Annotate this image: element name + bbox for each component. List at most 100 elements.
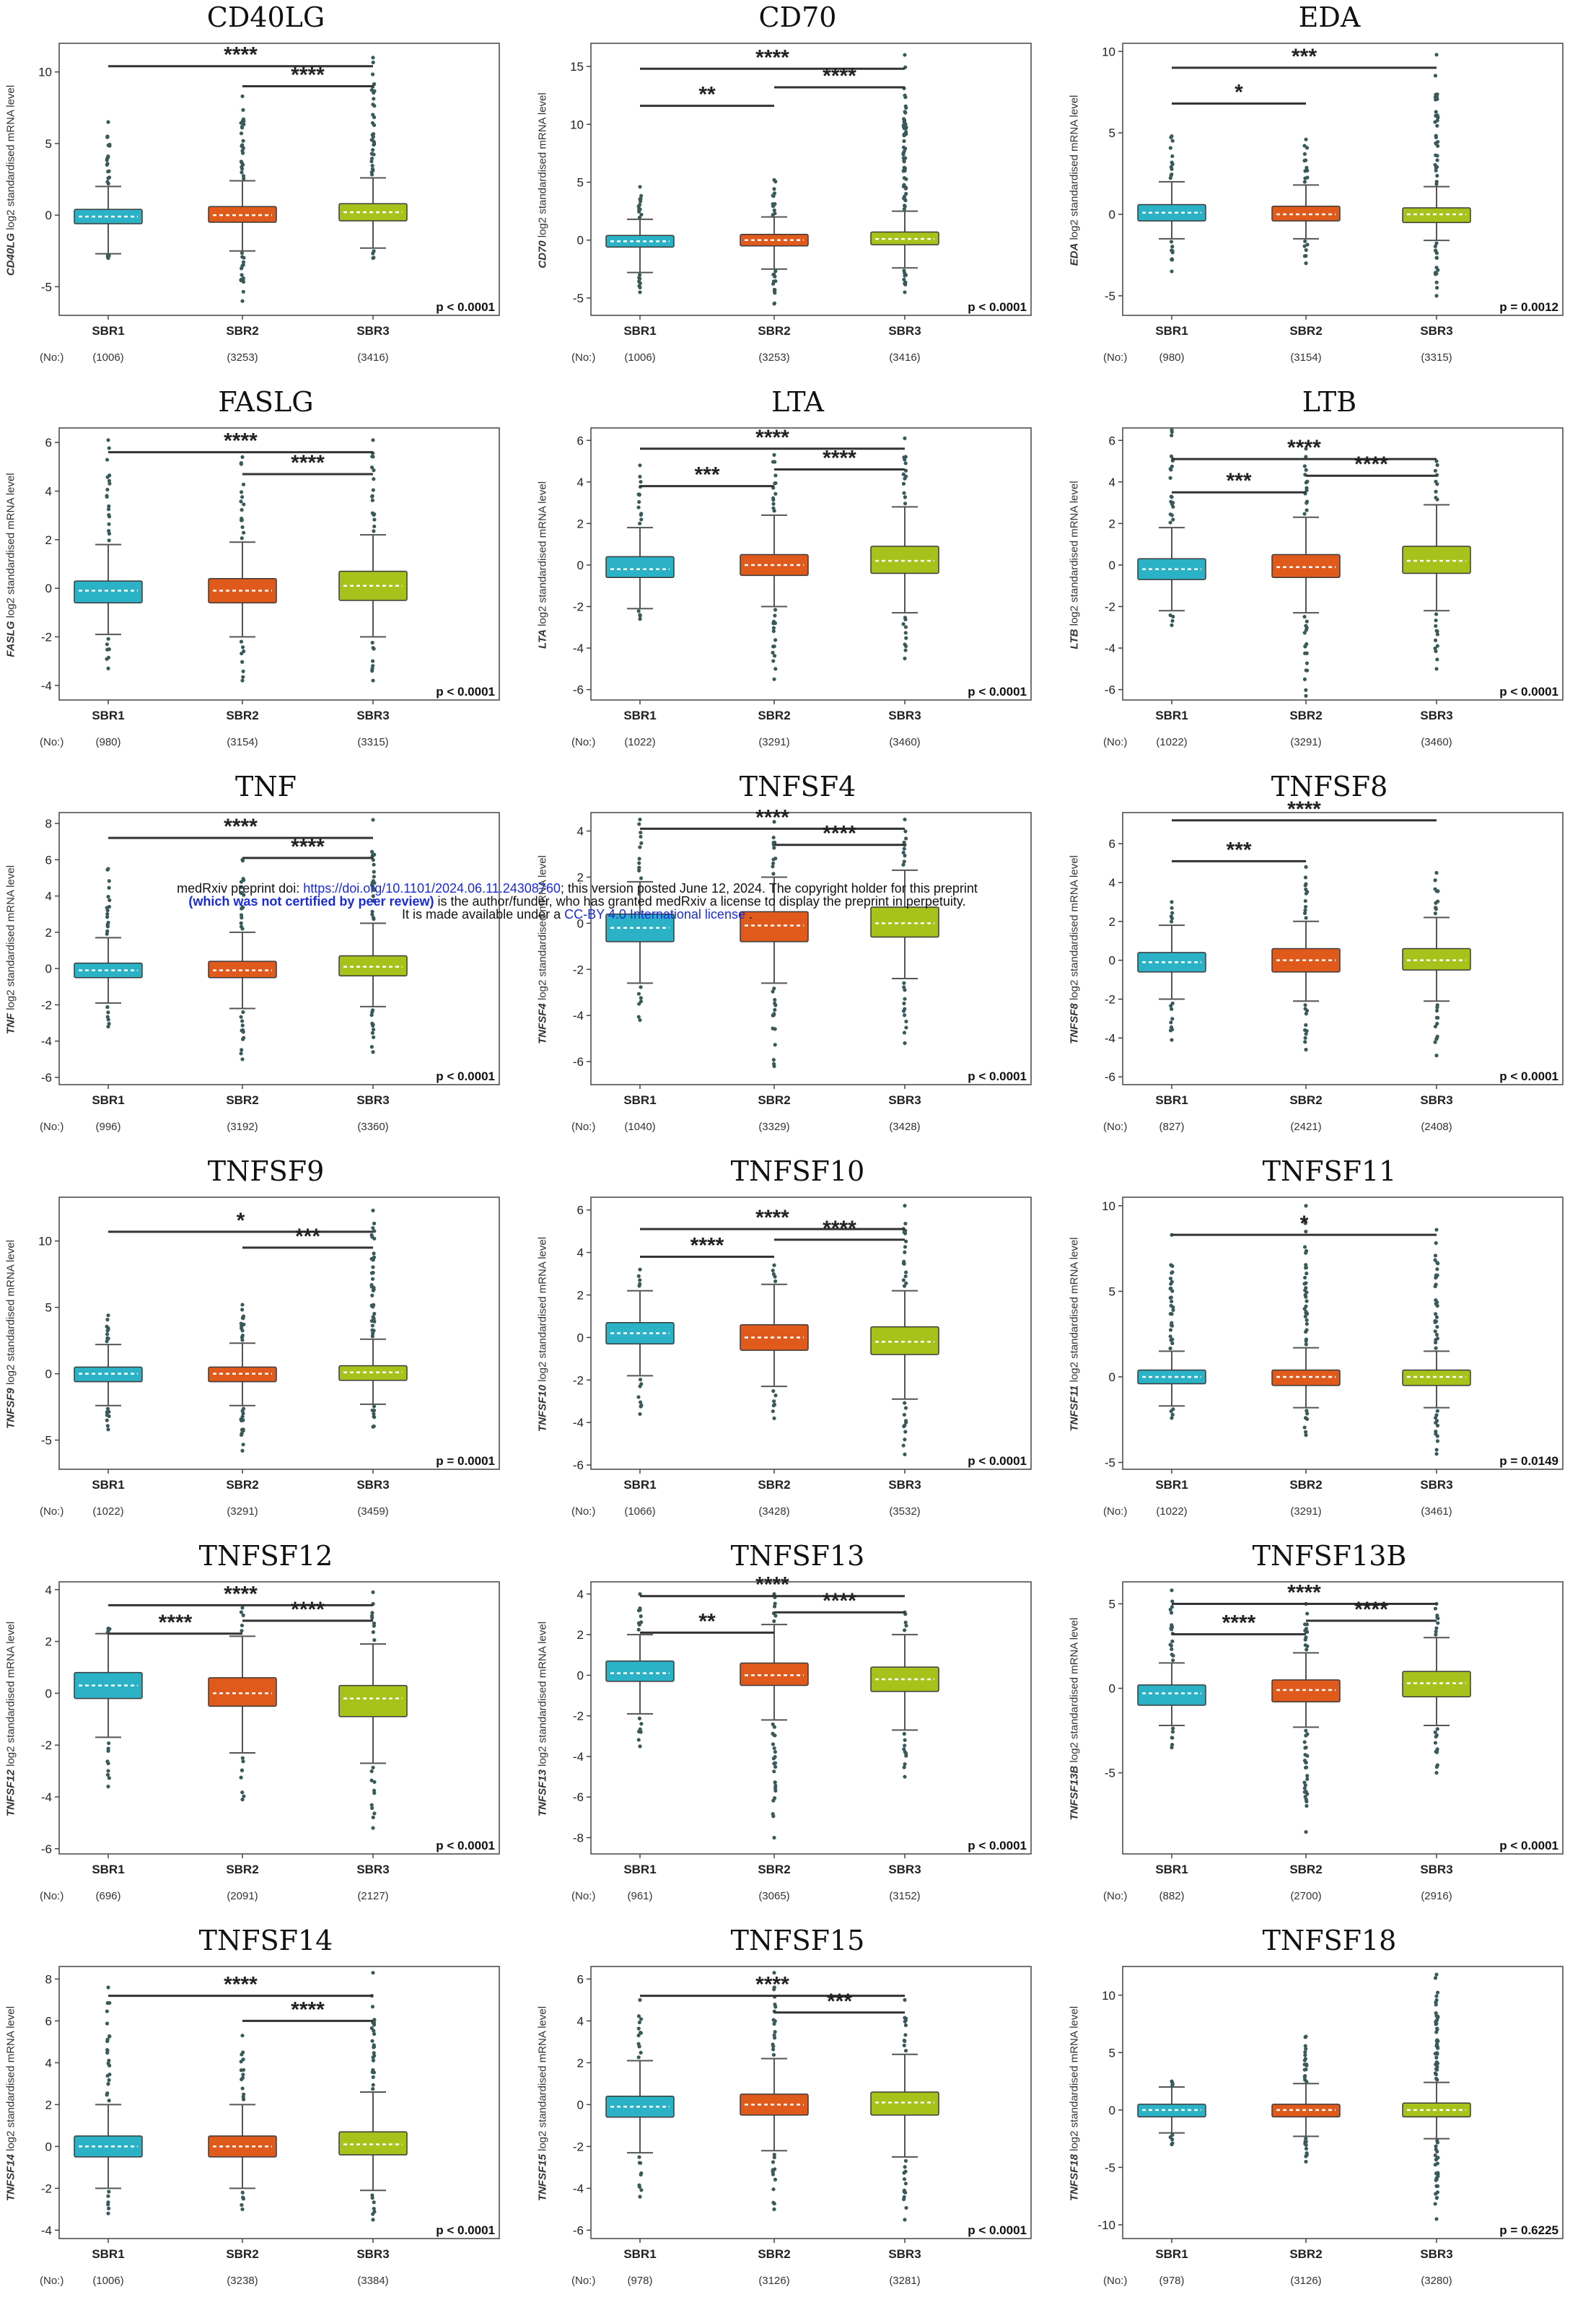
sample-count: (3152) — [889, 1890, 920, 1902]
license-link[interactable]: CC-BY 4.0 International license — [564, 907, 745, 922]
outlier-point — [370, 167, 375, 171]
y-tick-label: -2 — [1105, 600, 1115, 613]
outlier-point — [1435, 118, 1439, 123]
outlier-point — [1433, 1320, 1437, 1324]
outlier-point — [107, 1741, 111, 1746]
outlier-point — [370, 2039, 374, 2043]
notice-text: ; this version posted June 12, 2024. The… — [560, 881, 978, 896]
outlier-point — [105, 1406, 110, 1411]
outlier-point — [369, 1233, 374, 1238]
outlier-point — [904, 1420, 908, 1425]
outlier-point — [901, 1443, 906, 1448]
outlier-point — [369, 1012, 374, 1018]
sample-count: (3461) — [1421, 1505, 1452, 1518]
p-value: p < 0.0001 — [1499, 685, 1558, 699]
outlier-point — [639, 1620, 644, 1624]
significance-stars: **** — [1354, 1598, 1388, 1622]
outlier-point — [107, 515, 112, 519]
outlier-point — [771, 498, 776, 502]
outlier-point — [240, 1623, 245, 1628]
outlier-point — [241, 260, 246, 264]
significance-stars: * — [237, 1209, 245, 1233]
outlier-point — [771, 2052, 776, 2057]
outlier-point — [1433, 2163, 1437, 2167]
x-tick-label: SBR3 — [1420, 1863, 1452, 1876]
chart-title: EDA — [1298, 1, 1361, 33]
outlier-point — [105, 162, 110, 166]
y-tick-label: 4 — [45, 1583, 52, 1597]
outlier-point — [638, 1018, 642, 1023]
outlier-point — [903, 631, 908, 635]
outlier-point — [903, 1744, 907, 1748]
significance-stars: ** — [698, 83, 716, 107]
outlier-point — [904, 1754, 908, 1758]
outlier-point — [240, 299, 245, 303]
outlier-point — [1305, 1803, 1309, 1808]
outlier-point — [240, 1418, 244, 1423]
outlier-point — [772, 846, 776, 850]
x-tick-label: SBR1 — [92, 1093, 124, 1107]
significance-stars: **** — [224, 429, 258, 453]
notice-text: . — [745, 907, 753, 922]
outlier-point — [1433, 162, 1437, 167]
outlier-point — [372, 870, 376, 874]
outlier-point — [240, 495, 245, 499]
sample-count: (3459) — [357, 1505, 388, 1518]
chart-title: TNFSF11 — [1262, 1155, 1397, 1187]
sample-count: (996) — [95, 1121, 120, 1133]
outlier-point — [1435, 1990, 1440, 1995]
outlier-point — [1304, 1229, 1308, 1234]
outlier-point — [771, 1026, 775, 1031]
outlier-point — [636, 1738, 641, 1742]
p-value: p < 0.0001 — [436, 1839, 495, 1852]
outlier-point — [903, 1221, 908, 1226]
outlier-point — [1305, 1417, 1310, 1421]
box-sbr2 — [208, 961, 277, 979]
outlier-point — [771, 1272, 776, 1277]
outlier-point — [106, 1010, 110, 1015]
outlier-point — [1302, 1245, 1307, 1249]
notice-line-1: medRxiv preprint doi: https://doi.org/10… — [72, 882, 1082, 895]
doi-link[interactable]: https://doi.org/10.1101/2024.06.11.24308… — [303, 881, 561, 896]
outlier-point — [904, 636, 908, 640]
chart-title: TNF — [235, 771, 297, 802]
outlier-point — [639, 480, 643, 484]
outlier-point — [371, 1226, 375, 1230]
significance-stars: **** — [224, 815, 258, 839]
plot-area: -5 0 5 10 SBR1 (1006) SBR2 (3253) SBR3 (3416) (No:… — [38, 43, 500, 364]
outlier-point — [903, 829, 908, 834]
outlier-point — [636, 1395, 641, 1399]
chart-title: CD70 — [758, 1, 837, 33]
outlier-point — [372, 477, 376, 481]
y-tick-label: 10 — [1102, 1199, 1115, 1213]
outlier-point — [242, 255, 246, 260]
x-tick-label: SBR2 — [758, 1478, 790, 1492]
outlier-point — [638, 817, 642, 822]
outlier-point — [638, 285, 642, 289]
x-tick-label: SBR3 — [356, 709, 389, 722]
outlier-point — [636, 992, 641, 996]
outlier-point — [372, 1811, 377, 1816]
outlier-point — [638, 1412, 642, 1417]
outlier-point — [771, 506, 776, 510]
y-tick-label: 2 — [45, 2098, 52, 2112]
outlier-point — [903, 625, 908, 629]
outlier-point — [1304, 1342, 1308, 1347]
outlier-point — [239, 121, 243, 125]
outlier-point — [773, 1733, 777, 1738]
outlier-point — [105, 2009, 109, 2013]
outlier-point — [638, 463, 642, 468]
x-tick-label: SBR2 — [758, 1863, 790, 1876]
outlier-point — [773, 2003, 777, 2007]
outlier-point — [1304, 1337, 1308, 1342]
outlier-point — [902, 859, 906, 864]
y-tick-label: 4 — [45, 890, 52, 904]
outlier-point — [772, 677, 776, 681]
outlier-point — [772, 191, 777, 196]
outlier-point — [1169, 1286, 1173, 1290]
outlier-point — [105, 494, 109, 499]
outlier-point — [904, 1281, 908, 1285]
outlier-point — [1303, 1003, 1307, 1007]
chart-panel: LTA LTA log2 standardised mRNA level -6 -4-… — [532, 385, 1064, 769]
outlier-point — [107, 1409, 111, 1414]
